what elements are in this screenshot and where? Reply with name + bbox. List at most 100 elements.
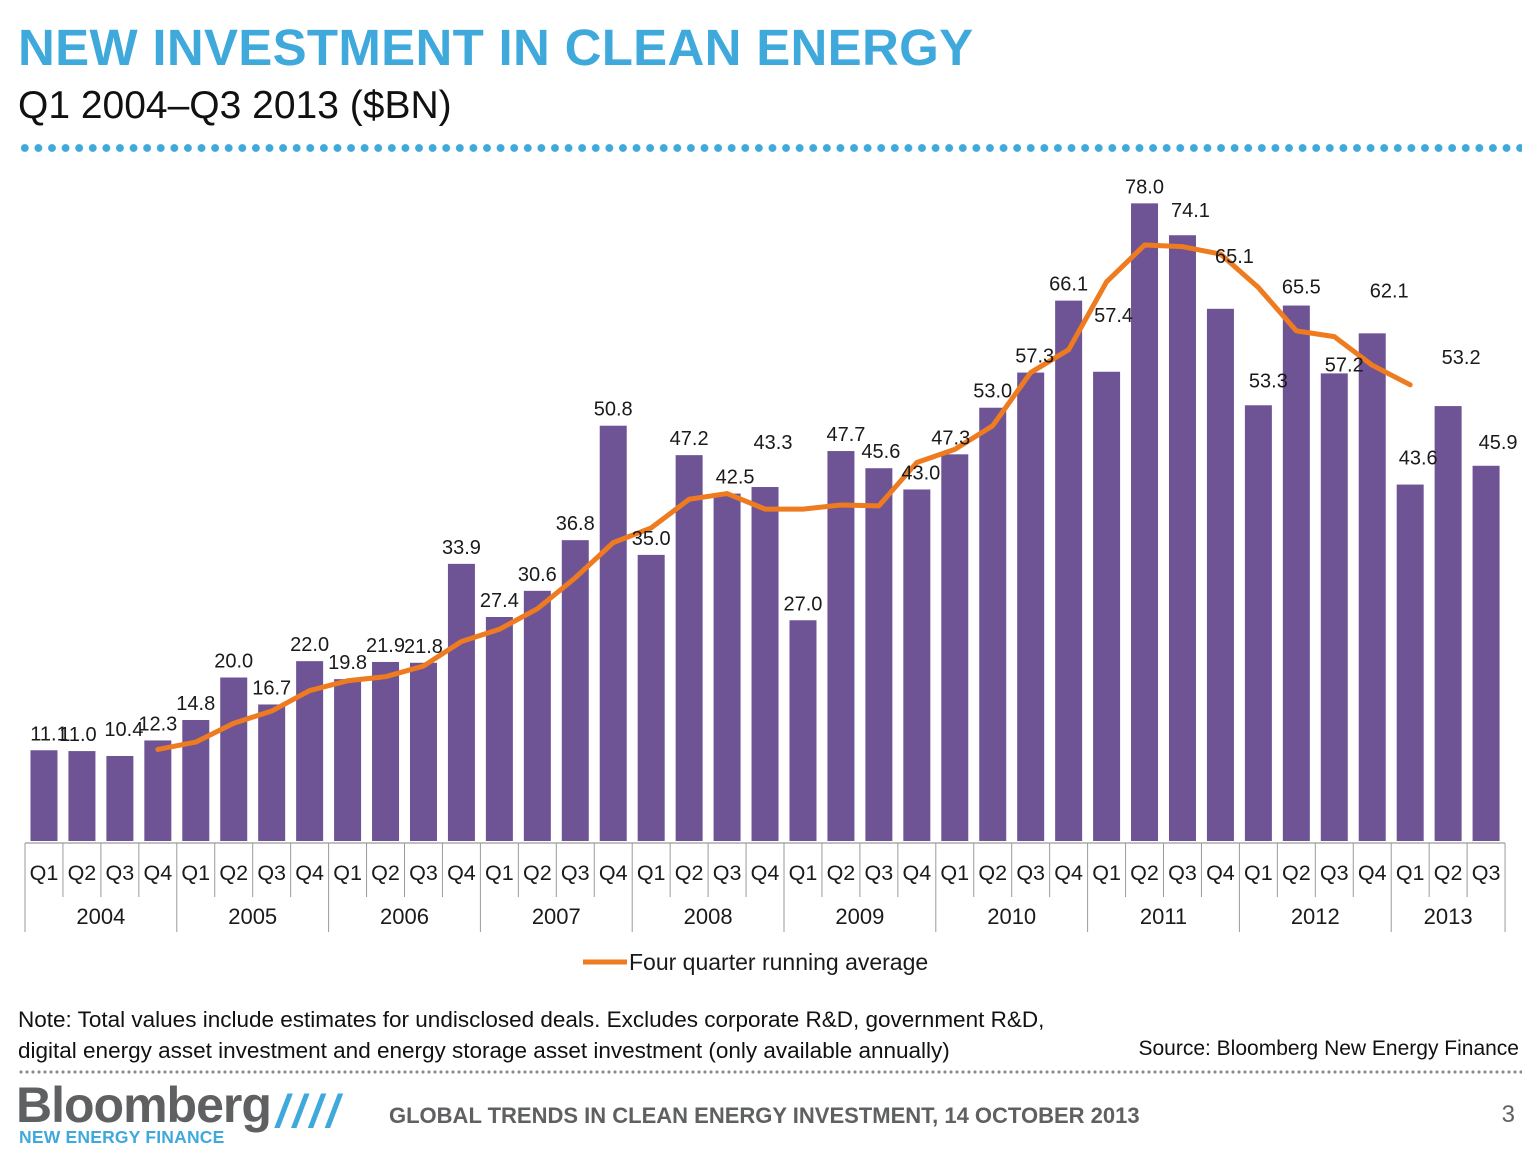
bar-value-label: 53.3: [1249, 370, 1288, 392]
bar: [1093, 371, 1121, 841]
bar-value-label: 74.1: [1171, 200, 1210, 222]
bar: [68, 751, 96, 842]
bar: [409, 662, 437, 841]
year-label: 2012: [1291, 904, 1340, 929]
bar: [1017, 372, 1045, 841]
bar: [30, 750, 58, 841]
bar: [599, 425, 627, 841]
bar: [561, 540, 589, 841]
bar-value-label: 57.4: [1094, 305, 1133, 327]
quarter-tick-label: Q4: [1358, 861, 1387, 885]
quarter-tick-label: Q3: [257, 861, 286, 885]
quarter-tick-label: Q2: [1130, 861, 1159, 885]
report-title: GLOBAL TRENDS IN CLEAN ENERGY INVESTMENT…: [389, 1103, 1140, 1128]
bar-value-label: 30.6: [518, 564, 557, 586]
bar: [1472, 465, 1500, 841]
quarter-tick-label: Q4: [1054, 861, 1083, 885]
top-dotted-divider: [18, 143, 1522, 153]
quarter-tick-label: Q2: [1434, 861, 1463, 885]
bar: [1396, 484, 1424, 841]
quarter-tick-label: Q2: [219, 861, 248, 885]
bar: [827, 451, 855, 841]
investment-chart: 11.111.0 10.412.314.8 20.0 16.7 22.019.821.9…: [24, 176, 1518, 975]
bar-value-label: 53.0: [973, 381, 1012, 403]
bar-value-label: 45.9: [1479, 432, 1518, 454]
bar: [523, 590, 551, 842]
bar-value-label: 35.0: [632, 528, 671, 550]
quarter-tick-label: Q2: [523, 861, 552, 885]
slide-subtitle: Q1 2004–Q3 2013 ($BN): [18, 84, 452, 127]
bar: [1244, 405, 1272, 841]
quarter-tick-label: Q3: [1472, 861, 1501, 885]
quarter-tick-label: Q2: [978, 861, 1007, 885]
bar: [675, 455, 703, 841]
quarter-tick-label: Q3: [865, 861, 894, 885]
quarter-tick-label: Q1: [485, 861, 514, 885]
note-line-2: digital energy asset investment and ener…: [18, 1038, 950, 1063]
running-average-line: [155, 242, 1413, 752]
quarter-tick-label: Q2: [675, 861, 704, 885]
bars-layer: [30, 203, 1500, 842]
bar: [334, 679, 362, 841]
bar-value-label: 22.0: [290, 634, 329, 656]
bar: [1434, 406, 1462, 841]
quarter-tick-label: Q3: [1320, 861, 1349, 885]
year-label: 2013: [1424, 904, 1473, 929]
year-label: 2004: [76, 904, 125, 929]
bar-value-label: 65.5: [1282, 277, 1321, 299]
quarter-tick-label: Q3: [713, 861, 742, 885]
bar-value-label: 62.1: [1370, 280, 1409, 302]
running-average-layer: [155, 242, 1413, 752]
year-label: 2011: [1140, 904, 1187, 929]
bar-value-label: 45.6: [861, 441, 900, 463]
slide-title: NEW INVESTMENT IN CLEAN ENERGY: [18, 19, 974, 76]
bar: [865, 468, 893, 841]
quarter-tick-label: Q3: [1016, 861, 1045, 885]
quarter-tick-label: Q1: [30, 861, 59, 885]
quarter-tick-label: Q1: [1244, 861, 1273, 885]
bar-value-label: 19.8: [328, 652, 367, 674]
bar-value-label: 50.8: [594, 399, 633, 421]
bar: [751, 487, 779, 841]
quarter-tick-label: Q3: [409, 861, 438, 885]
bar: [1282, 305, 1310, 841]
bar-value-label: 11.1: [30, 723, 67, 745]
slashes-decoration: ////: [276, 1085, 344, 1137]
chart-legend: Four quarter running average: [583, 949, 928, 975]
bar-value-label: 10.4: [104, 719, 143, 741]
bar-value-label: 66.1: [1049, 274, 1088, 296]
bar-value-label: 14.8: [176, 693, 215, 715]
bar: [903, 489, 931, 841]
quarter-tick-label: Q3: [561, 861, 590, 885]
bar: [1055, 300, 1083, 841]
bar: [1131, 203, 1159, 842]
bar-value-label: 47.7: [826, 424, 865, 446]
bar-value-label: 33.9: [442, 537, 481, 559]
bar: [713, 493, 741, 841]
quarter-tick-label: Q1: [1396, 861, 1425, 885]
bar-value-label: 12.3: [138, 713, 177, 735]
bar: [372, 661, 400, 841]
bar: [1320, 373, 1348, 841]
bar: [447, 563, 475, 841]
quarter-tick-label: Q4: [143, 861, 172, 885]
bar: [979, 407, 1007, 841]
bar-value-label: 21.9: [366, 635, 405, 657]
bar: [1168, 235, 1196, 842]
quarter-tick-label: Q1: [789, 861, 818, 885]
source-credit: Source: Bloomberg New Energy Finance: [1138, 1037, 1519, 1060]
quarter-tick-label: Q4: [751, 861, 780, 885]
quarter-tick-label: Q1: [637, 861, 666, 885]
bar: [220, 677, 248, 841]
bar-value-label: 57.2: [1325, 354, 1364, 376]
quarter-tick-label: Q1: [1092, 861, 1121, 885]
quarter-tick-label: Q3: [1168, 861, 1197, 885]
category-axis: Q1 Q2 Q3 Q4 Q1 Q2 Q3 Q4 Q1 Q2 Q3 Q4 Q1 Q2 Q3 Q4 Q1 Q2 Q3 Q4…: [24, 842, 1506, 932]
bar-value-label: 11.0: [59, 724, 96, 746]
quarter-tick-label: Q4: [1206, 861, 1235, 885]
year-label: 2009: [835, 904, 884, 929]
bar: [106, 755, 134, 841]
bar-value-label: 47.3: [931, 427, 970, 449]
bar: [258, 704, 286, 841]
bar: [1358, 333, 1386, 841]
